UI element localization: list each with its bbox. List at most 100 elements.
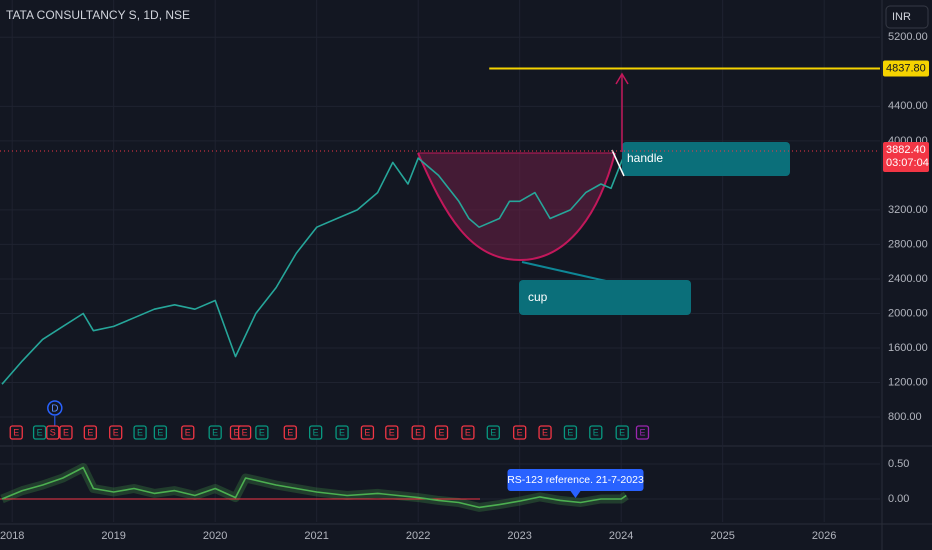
chart-title: TATA CONSULTANCY S, 1D, NSE [6, 8, 190, 22]
dividend-label: D [51, 404, 58, 415]
x-tick-label: 2023 [507, 530, 531, 542]
event-marker [538, 425, 552, 440]
countdown: 03:07:04 [886, 157, 929, 169]
last-price-tag [883, 142, 929, 173]
y-tick-label: 3200.00 [888, 204, 928, 216]
series-line [1, 466, 627, 509]
event-marker [59, 425, 73, 440]
y-tick-label: 1200.00 [888, 376, 928, 388]
event-marker [461, 425, 475, 440]
y-tick-label: 1600.00 [888, 342, 928, 354]
event-label: E [185, 427, 191, 437]
cup-label: cup [528, 290, 548, 304]
x-tick-label: 2021 [304, 530, 328, 542]
last-price-label: 3882.40 [886, 144, 926, 156]
event-marker [486, 425, 500, 440]
x-tick-label: 2024 [609, 530, 633, 542]
currency: INR [892, 11, 911, 23]
event-marker [563, 425, 578, 440]
event-label: E [415, 427, 421, 437]
cup-pointer [521, 261, 607, 282]
event-marker [434, 425, 449, 440]
event-marker [513, 425, 527, 440]
event-label: E [233, 427, 239, 437]
reference-pointer [570, 491, 581, 498]
event-marker [635, 425, 650, 440]
x-tick-label: 2026 [812, 530, 836, 542]
event-label: E [465, 427, 471, 437]
handle-label: handle [627, 151, 663, 165]
x-tick-label: 2025 [710, 530, 734, 542]
event-label: E [259, 427, 265, 437]
x-tick-label: 2019 [101, 530, 125, 542]
series-line [1, 150, 628, 385]
event-marker [83, 425, 97, 440]
event-label: E [37, 427, 43, 437]
y-tick-label: 2000.00 [888, 307, 928, 319]
event-label: E [389, 427, 395, 437]
event-marker [9, 425, 23, 440]
event-label: E [339, 427, 345, 437]
cup-curve [417, 152, 616, 262]
event-label: E [157, 427, 163, 437]
event-marker [360, 425, 375, 440]
y-tick-label: 800.00 [888, 411, 922, 423]
event-marker [109, 425, 123, 440]
event-label: E [13, 427, 19, 437]
event-marker [385, 425, 399, 440]
event-marker [237, 425, 252, 440]
event-label: E [137, 427, 143, 437]
event-label: E [517, 427, 523, 437]
event-label: E [87, 427, 93, 437]
y-tick-label: 0.00 [888, 493, 909, 505]
event-label: E [287, 427, 293, 437]
price-series [0, 150, 629, 512]
event-marker [255, 425, 269, 440]
event-marker [335, 425, 349, 440]
x-tick-label: 2018 [0, 530, 24, 542]
event-label: E [439, 427, 445, 437]
event-label: E [364, 427, 370, 437]
event-label: E [639, 427, 645, 437]
x-tick-label: 2022 [406, 530, 430, 542]
y-tick-label: 5200.00 [888, 31, 928, 43]
event-marker [208, 425, 222, 440]
y-tick-label: 0.50 [888, 458, 909, 470]
event-label: E [542, 427, 548, 437]
target-tag [883, 60, 929, 77]
event-marker [411, 425, 425, 440]
event-marker [32, 425, 47, 440]
dividend-marker [47, 400, 63, 416]
event-label: E [593, 427, 599, 437]
y-tick-label: 2400.00 [888, 273, 928, 285]
event-marker [309, 425, 323, 440]
event-label: E [242, 427, 248, 437]
event-label: E [212, 427, 218, 437]
event-label: E [63, 427, 69, 437]
target-label: 4837.80 [886, 62, 926, 74]
reference-label: RS-123 reference. 21-7-2023 [507, 474, 644, 486]
event-marker [589, 425, 603, 440]
event-marker [46, 425, 60, 440]
cup-area [418, 153, 615, 260]
handle-box [622, 142, 790, 176]
target-arrowhead [615, 72, 629, 85]
event-marker [615, 425, 629, 440]
event-label: E [619, 427, 625, 437]
event-marker [153, 425, 168, 440]
cup-box [519, 280, 691, 315]
y-tick-label: 2800.00 [888, 238, 928, 250]
event-marker [283, 425, 297, 440]
event-label: E [313, 427, 319, 437]
handle-line [611, 149, 625, 177]
event-label: E [567, 427, 573, 437]
x-tick-label: 2020 [203, 530, 227, 542]
currency-box [885, 5, 929, 29]
reference-tag [507, 469, 644, 491]
event-marker [181, 425, 195, 440]
event-label: S [50, 427, 56, 437]
y-tick-label: 4400.00 [888, 100, 928, 112]
